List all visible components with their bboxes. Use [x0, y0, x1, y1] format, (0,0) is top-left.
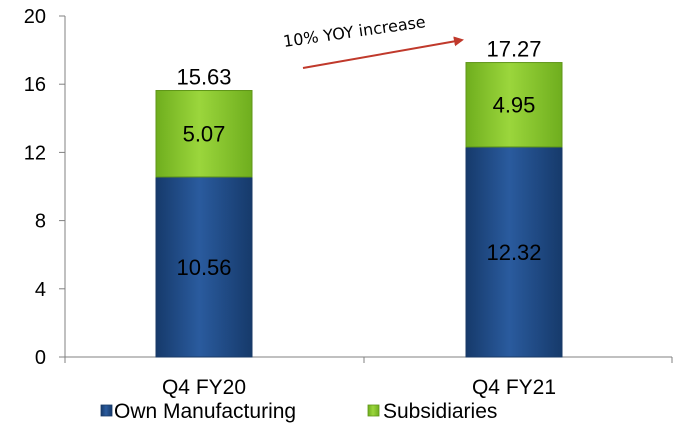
bar-segment	[155, 90, 253, 178]
bars	[155, 62, 563, 358]
y-tick-label: 20	[24, 6, 46, 28]
legend-label-own-manufacturing: Own Manufacturing	[114, 400, 296, 423]
segment-value-label: 12.32	[486, 240, 541, 265]
bar-segment	[465, 146, 563, 358]
yoy-arrow	[302, 36, 464, 69]
y-tick-label: 4	[35, 279, 46, 301]
total-value-label: 15.63	[176, 65, 231, 90]
yoy-annotation-text: 10% YOY increase	[282, 12, 427, 51]
segment-value-label: 4.95	[493, 93, 536, 118]
y-tick-label: 0	[35, 347, 46, 369]
y-tick-label: 12	[24, 142, 46, 164]
y-tick-label: 8	[35, 211, 46, 233]
yoy-annotation: 10% YOY increase	[282, 12, 464, 69]
y-axis-ticks: 0 4 8 12 16 20	[24, 6, 65, 369]
bar-segment	[155, 176, 253, 358]
y-tick-label: 16	[24, 74, 46, 96]
segment-value-label: 5.07	[183, 122, 226, 147]
segment-value-label: 10.56	[176, 255, 231, 280]
legend-swatch-own-manufacturing	[100, 404, 113, 417]
category-label: Q4 FY20	[162, 376, 246, 399]
legend: Own Manufacturing Subsidiaries	[100, 400, 497, 423]
category-label: Q4 FY21	[472, 376, 556, 399]
legend-label-subsidiaries: Subsidiaries	[383, 400, 497, 423]
category-labels: Q4 FY20 Q4 FY21	[64, 357, 673, 399]
data-labels: 10.56 5.07 15.63 12.32 4.95 17.27	[176, 37, 541, 280]
legend-swatch-subsidiaries	[367, 404, 380, 417]
total-value-label: 17.27	[486, 37, 541, 62]
bar-segment	[465, 62, 563, 148]
